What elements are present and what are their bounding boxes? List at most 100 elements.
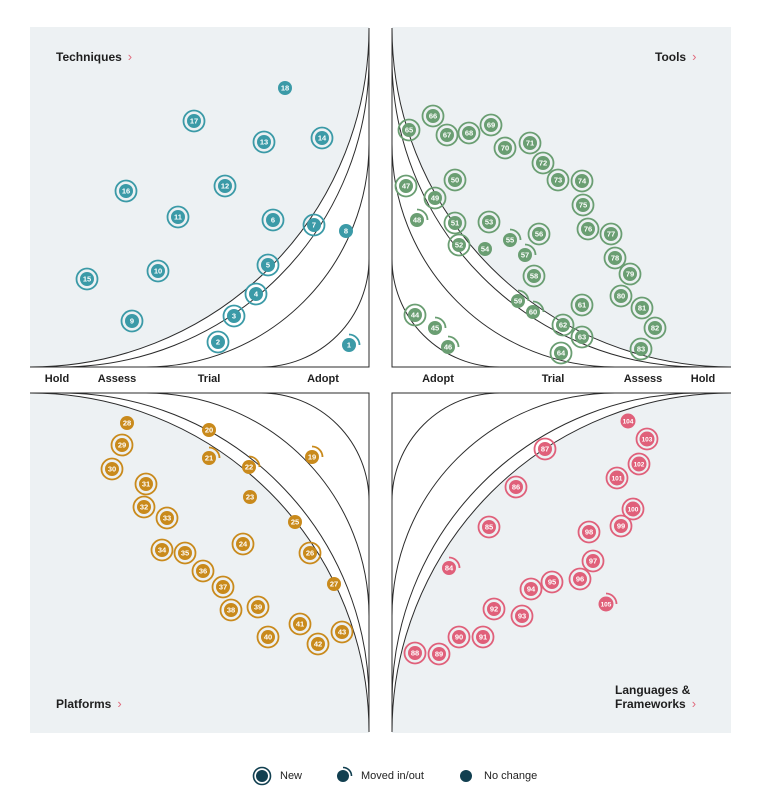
blip-69[interactable]: 69 bbox=[479, 113, 503, 137]
blip-96[interactable]: 96 bbox=[568, 567, 592, 591]
blip-12[interactable]: 12 bbox=[213, 174, 237, 198]
blip-97[interactable]: 97 bbox=[581, 549, 605, 573]
blip-70[interactable]: 70 bbox=[493, 136, 517, 160]
blip-61[interactable]: 61 bbox=[570, 293, 594, 317]
blip-51[interactable]: 51 bbox=[443, 211, 467, 235]
blip-4[interactable]: 4 bbox=[244, 282, 268, 306]
blip-33[interactable]: 33 bbox=[155, 506, 179, 530]
blip-105[interactable]: 105 bbox=[598, 592, 618, 612]
blip-66[interactable]: 66 bbox=[421, 104, 445, 128]
quadrant-label-tools[interactable]: Tools › bbox=[655, 50, 696, 65]
blip-56[interactable]: 56 bbox=[527, 222, 551, 246]
quadrant-label-techniques[interactable]: Techniques › bbox=[56, 50, 132, 65]
blip-52[interactable]: 52 bbox=[447, 233, 471, 257]
blip-63[interactable]: 63 bbox=[570, 325, 594, 349]
blip-67[interactable]: 67 bbox=[435, 123, 459, 147]
blip-34[interactable]: 34 bbox=[150, 538, 174, 562]
blip-27[interactable]: 27 bbox=[327, 577, 341, 591]
blip-99[interactable]: 99 bbox=[609, 514, 633, 538]
blip-57[interactable]: 57 bbox=[518, 243, 537, 263]
blip-64[interactable]: 64 bbox=[549, 341, 573, 365]
blip-75[interactable]: 75 bbox=[571, 193, 595, 217]
blip-80[interactable]: 80 bbox=[609, 284, 633, 308]
blip-86[interactable]: 86 bbox=[504, 475, 528, 499]
blip-13[interactable]: 13 bbox=[252, 130, 276, 154]
blip-37[interactable]: 37 bbox=[211, 575, 235, 599]
blip-98[interactable]: 98 bbox=[577, 520, 601, 544]
blip-21[interactable]: 21 bbox=[202, 446, 221, 466]
blip-9[interactable]: 9 bbox=[120, 309, 144, 333]
blip-40[interactable]: 40 bbox=[256, 625, 280, 649]
blip-93[interactable]: 93 bbox=[510, 604, 534, 628]
blip-35[interactable]: 35 bbox=[173, 541, 197, 565]
blip-91[interactable]: 91 bbox=[471, 625, 495, 649]
blip-49[interactable]: 49 bbox=[423, 186, 447, 210]
blip-17[interactable]: 17 bbox=[182, 109, 206, 133]
blip-3[interactable]: 3 bbox=[222, 304, 246, 328]
blip-46[interactable]: 46 bbox=[441, 335, 460, 355]
blip-29[interactable]: 29 bbox=[110, 433, 134, 457]
blip-20[interactable]: 20 bbox=[202, 423, 216, 437]
blip-23[interactable]: 23 bbox=[243, 490, 257, 504]
blip-88[interactable]: 88 bbox=[403, 641, 427, 665]
quadrant-label-languages[interactable]: Languages & Frameworks › bbox=[615, 683, 696, 711]
blip-8[interactable]: 8 bbox=[339, 224, 353, 238]
blip-50[interactable]: 50 bbox=[443, 168, 467, 192]
blip-58[interactable]: 58 bbox=[522, 264, 546, 288]
blip-6[interactable]: 6 bbox=[261, 208, 285, 232]
blip-89[interactable]: 89 bbox=[427, 642, 451, 666]
blip-42[interactable]: 42 bbox=[306, 632, 330, 656]
blip-76[interactable]: 76 bbox=[576, 217, 600, 241]
blip-26[interactable]: 26 bbox=[298, 541, 322, 565]
blip-38[interactable]: 38 bbox=[219, 598, 243, 622]
blip-32[interactable]: 32 bbox=[132, 495, 156, 519]
blip-31[interactable]: 31 bbox=[134, 472, 158, 496]
blip-44[interactable]: 44 bbox=[403, 303, 427, 327]
blip-102[interactable]: 102 bbox=[627, 452, 651, 476]
blip-95[interactable]: 95 bbox=[540, 570, 564, 594]
blip-43[interactable]: 43 bbox=[330, 620, 354, 644]
blip-16[interactable]: 16 bbox=[114, 179, 138, 203]
blip-73[interactable]: 73 bbox=[546, 168, 570, 192]
blip-100[interactable]: 100 bbox=[621, 497, 645, 521]
blip-10[interactable]: 10 bbox=[146, 259, 170, 283]
blip-19[interactable]: 19 bbox=[305, 445, 324, 465]
blip-24[interactable]: 24 bbox=[231, 532, 255, 556]
blip-39[interactable]: 39 bbox=[246, 595, 270, 619]
blip-101[interactable]: 101 bbox=[605, 466, 629, 490]
blip-60[interactable]: 60 bbox=[526, 300, 545, 320]
blip-2[interactable]: 2 bbox=[206, 330, 230, 354]
blip-68[interactable]: 68 bbox=[457, 121, 481, 145]
blip-87[interactable]: 87 bbox=[533, 437, 557, 461]
blip-94[interactable]: 94 bbox=[519, 577, 543, 601]
blip-53[interactable]: 53 bbox=[477, 210, 501, 234]
blip-104[interactable]: 104 bbox=[620, 413, 636, 429]
blip-18[interactable]: 18 bbox=[278, 81, 292, 95]
blip-79[interactable]: 79 bbox=[618, 262, 642, 286]
blip-72[interactable]: 72 bbox=[531, 151, 555, 175]
blip-55[interactable]: 55 bbox=[503, 228, 522, 248]
blip-14[interactable]: 14 bbox=[310, 126, 334, 150]
blip-62[interactable]: 62 bbox=[551, 313, 575, 337]
blip-22[interactable]: 22 bbox=[242, 455, 261, 475]
blip-82[interactable]: 82 bbox=[643, 316, 667, 340]
blip-65[interactable]: 65 bbox=[397, 118, 421, 142]
blip-92[interactable]: 92 bbox=[482, 597, 506, 621]
blip-74[interactable]: 74 bbox=[570, 169, 594, 193]
blip-77[interactable]: 77 bbox=[599, 222, 623, 246]
blip-30[interactable]: 30 bbox=[100, 457, 124, 481]
blip-11[interactable]: 11 bbox=[166, 205, 190, 229]
blip-47[interactable]: 47 bbox=[394, 174, 418, 198]
blip-83[interactable]: 83 bbox=[629, 337, 653, 361]
blip-48[interactable]: 48 bbox=[410, 208, 429, 228]
blip-36[interactable]: 36 bbox=[191, 559, 215, 583]
blip-85[interactable]: 85 bbox=[477, 515, 501, 539]
blip-81[interactable]: 81 bbox=[630, 296, 654, 320]
blip-90[interactable]: 90 bbox=[447, 625, 471, 649]
blip-84[interactable]: 84 bbox=[442, 556, 461, 576]
blip-71[interactable]: 71 bbox=[518, 131, 542, 155]
blip-54[interactable]: 54 bbox=[478, 242, 492, 256]
blip-15[interactable]: 15 bbox=[75, 267, 99, 291]
blip-7[interactable]: 7 bbox=[302, 213, 326, 237]
blip-59[interactable]: 59 bbox=[511, 289, 530, 309]
